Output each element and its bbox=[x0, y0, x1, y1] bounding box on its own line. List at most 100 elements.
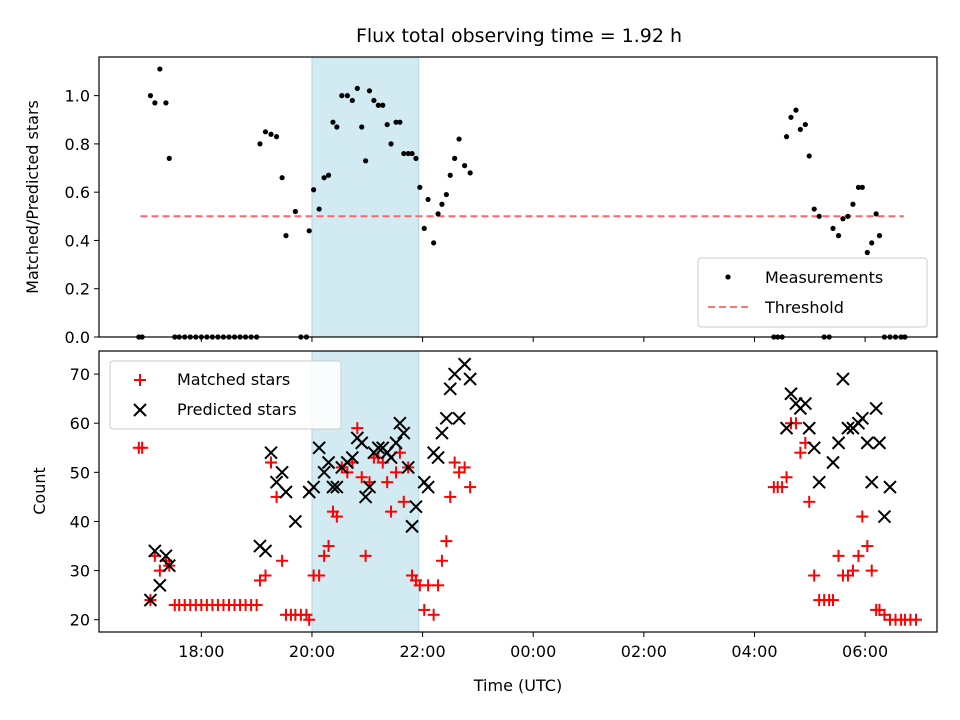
measurement-point bbox=[439, 201, 445, 207]
matched-star-point bbox=[259, 569, 272, 582]
measurement-point bbox=[268, 131, 274, 137]
matched-star-point bbox=[444, 490, 457, 503]
predicted-star-point bbox=[162, 558, 176, 573]
measurement-point bbox=[306, 228, 312, 234]
matched-star-point bbox=[250, 598, 263, 611]
matched-star-point bbox=[390, 466, 403, 479]
legend-predicted-label: Predicted stars bbox=[177, 400, 297, 419]
predicted-star-point bbox=[798, 396, 813, 411]
predicted-star-point bbox=[883, 480, 897, 494]
measurement-point bbox=[325, 172, 332, 178]
top-axes-frame bbox=[98, 56, 938, 338]
measurement-point bbox=[467, 170, 473, 176]
x-tick-label: 04:00 bbox=[731, 642, 777, 661]
measurement-point bbox=[864, 249, 870, 256]
y-tick-label: 0.6 bbox=[65, 183, 90, 202]
predicted-star-point bbox=[148, 544, 162, 558]
matched-star-point bbox=[265, 456, 278, 469]
predicted-star-point bbox=[355, 436, 369, 450]
measurement-point bbox=[447, 172, 453, 178]
measurement-point bbox=[797, 126, 803, 133]
predicted-star-point bbox=[869, 401, 883, 416]
matched-star-point bbox=[381, 476, 394, 489]
measurement-point bbox=[344, 93, 350, 99]
measurement-point bbox=[413, 155, 419, 161]
measurement-point bbox=[811, 206, 817, 212]
predicted-star-point bbox=[345, 450, 360, 465]
matched-star-point bbox=[313, 569, 326, 582]
matched-star-point bbox=[861, 540, 874, 553]
predicted-star-point bbox=[288, 514, 303, 529]
measurement-point bbox=[462, 163, 468, 169]
y-tick-label: 60 bbox=[70, 414, 90, 433]
measurement-point bbox=[163, 100, 169, 106]
predicted-star-point bbox=[159, 549, 173, 563]
predicted-star-point bbox=[312, 441, 326, 455]
predicted-star-point bbox=[457, 357, 472, 371]
bottom-star-points bbox=[132, 357, 922, 626]
predicted-star-point bbox=[826, 455, 840, 470]
predicted-star-point bbox=[330, 480, 344, 494]
x-tick-label: 02:00 bbox=[621, 642, 667, 661]
measurement-point bbox=[802, 121, 808, 128]
matched-star-point bbox=[322, 540, 335, 553]
x-tick-label: 18:00 bbox=[178, 642, 224, 661]
predicted-star-point bbox=[872, 436, 887, 450]
predicted-star-point bbox=[855, 411, 870, 426]
measurement-point bbox=[366, 88, 373, 94]
bottom-legend-box bbox=[109, 360, 342, 430]
measurement-point bbox=[409, 150, 415, 157]
predicted-star-point bbox=[865, 475, 879, 489]
measurement-point bbox=[283, 233, 289, 239]
measurement-point bbox=[321, 175, 327, 181]
predicted-star-point bbox=[421, 480, 435, 494]
matched-star-point bbox=[458, 461, 471, 474]
measurement-point bbox=[830, 225, 836, 231]
predicted-star-point bbox=[401, 460, 415, 475]
matched-star-point bbox=[803, 495, 816, 508]
matched-star-point bbox=[794, 446, 807, 459]
measurement-point bbox=[316, 206, 322, 212]
matched-star-point bbox=[355, 471, 368, 484]
x-tick-label: 00:00 bbox=[510, 642, 556, 661]
top-legend-box bbox=[697, 257, 928, 328]
y-tick-label: 0.0 bbox=[65, 328, 90, 347]
x-tick-label: 06:00 bbox=[842, 642, 888, 661]
measurement-point bbox=[850, 201, 856, 207]
measurement-point bbox=[869, 240, 875, 246]
matched-star-point bbox=[846, 564, 859, 577]
y-tick-label: 40 bbox=[70, 512, 90, 531]
predicted-star-point bbox=[802, 421, 816, 435]
legend-matched-label: Matched stars bbox=[177, 370, 290, 389]
bottom-y-axis-label: Count bbox=[30, 467, 49, 515]
measurement-point bbox=[292, 208, 298, 215]
legend-measurements-marker bbox=[725, 274, 731, 280]
predicted-star-point bbox=[435, 426, 449, 440]
measurement-point bbox=[371, 97, 377, 104]
measurement-point bbox=[388, 141, 394, 147]
measurement-point bbox=[384, 121, 390, 128]
measurement-point bbox=[257, 141, 263, 147]
measurement-point bbox=[359, 124, 365, 130]
measurement-point bbox=[806, 153, 812, 159]
measurement-point bbox=[425, 196, 431, 203]
matched-star-point bbox=[303, 613, 316, 626]
shaded-observing-window bbox=[311, 56, 420, 338]
measurement-point bbox=[401, 150, 407, 157]
legend-threshold-label: Threshold bbox=[764, 298, 844, 317]
measurement-point bbox=[152, 100, 158, 106]
measurement-point bbox=[783, 134, 790, 140]
measurement-point bbox=[456, 136, 462, 142]
matched-star-point bbox=[780, 471, 793, 484]
x-tick-label: 22:00 bbox=[400, 642, 446, 661]
matched-star-point bbox=[440, 535, 453, 548]
y-tick-label: 20 bbox=[70, 611, 90, 630]
measurement-point bbox=[835, 233, 842, 239]
top-x-axis-ticks bbox=[200, 337, 866, 342]
measurement-point bbox=[334, 124, 340, 130]
predicted-star-point bbox=[393, 416, 407, 430]
predicted-star-point bbox=[463, 372, 477, 386]
x-tick-label: 20:00 bbox=[289, 642, 335, 661]
measurement-point bbox=[443, 191, 449, 198]
measurement-point bbox=[273, 134, 280, 140]
